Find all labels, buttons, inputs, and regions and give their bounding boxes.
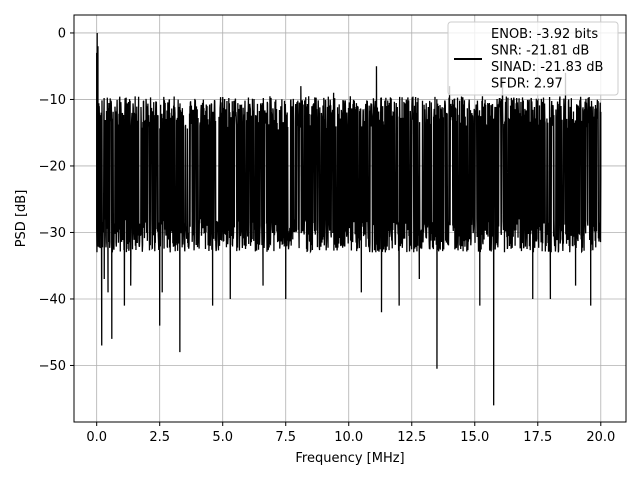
tick-layer: 0.0 2.5 5.0 7.5 10.0 12.5 15.0 17.5 20.0 0 −10 −20 −… — [39, 26, 616, 445]
x-tick-label: 15.0 — [460, 430, 489, 445]
y-tick-label: −30 — [39, 226, 66, 241]
legend-entry-sinad: SINAD: -21.83 dB — [491, 60, 603, 75]
x-tick-label: 20.0 — [586, 430, 615, 445]
x-tick-label: 17.5 — [523, 430, 552, 445]
x-tick-label: 12.5 — [397, 430, 426, 445]
legend-entry-sfdr: SFDR: 2.97 — [491, 77, 563, 92]
x-tick-label: 2.5 — [149, 430, 170, 445]
y-tick-label: −20 — [39, 159, 66, 174]
y-axis-label: PSD [dB] — [14, 190, 29, 248]
x-tick-label: 0.0 — [86, 430, 107, 445]
legend-entry-enob: ENOB: -3.92 bits — [491, 27, 598, 42]
x-tick-label: 7.5 — [275, 430, 296, 445]
x-axis-label: Frequency [MHz] — [295, 451, 404, 466]
y-tick-label: −40 — [39, 292, 66, 307]
x-tick-label: 10.0 — [334, 430, 363, 445]
x-tick-label: 5.0 — [212, 430, 233, 445]
legend: ENOB: -3.92 bits SNR: -21.81 dB SINAD: -… — [447, 21, 619, 96]
y-tick-label: −10 — [39, 93, 66, 108]
legend-entry-snr: SNR: -21.81 dB — [491, 44, 589, 59]
axes-frame — [73, 14, 627, 423]
psd-series-line — [96, 32, 602, 406]
plot-layer — [96, 32, 602, 406]
y-tick-label: 0 — [58, 26, 66, 41]
legend-box — [447, 21, 619, 96]
y-tick-label: −50 — [39, 359, 66, 374]
